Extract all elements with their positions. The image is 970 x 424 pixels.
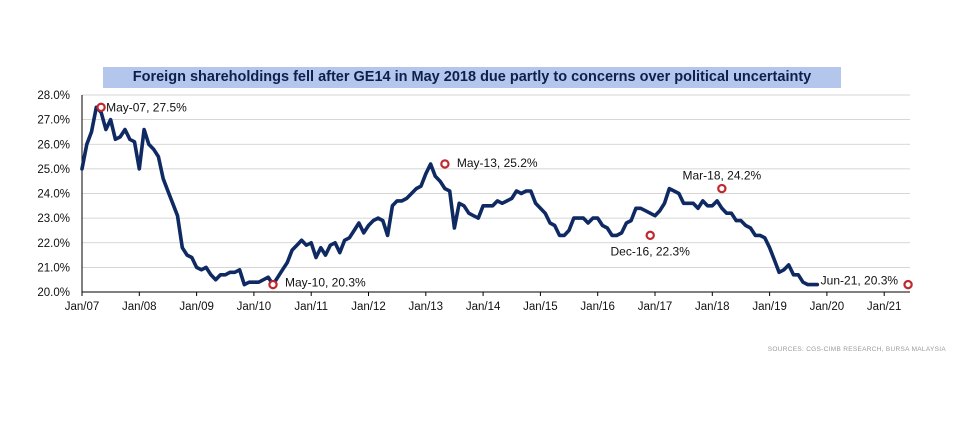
annotation-marker — [903, 279, 913, 290]
annotation-marker — [645, 230, 655, 241]
x-tick-label: Jan/14 — [466, 301, 501, 313]
y-tick-label: 22.0% — [37, 238, 70, 250]
x-tick-label: Jan/12 — [351, 301, 386, 313]
x-tick-label: Jan/07 — [65, 301, 100, 313]
annotation-label: May-07, 27.5% — [106, 100, 187, 114]
x-tick-label: Jan/09 — [179, 301, 214, 313]
y-tick-label: 23.0% — [37, 213, 70, 225]
x-tick-label: Jan/19 — [752, 301, 787, 313]
annotation-label: May-10, 20.3% — [285, 276, 366, 290]
y-tick-label: 24.0% — [37, 189, 70, 201]
chart-title: Foreign shareholdings fell after GE14 in… — [132, 69, 812, 85]
annotation-label: May-13, 25.2% — [457, 156, 538, 170]
y-tick-label: 27.0% — [37, 115, 70, 127]
series-line — [80, 105, 820, 287]
x-tick-label: Jan/13 — [409, 301, 444, 313]
annotation-label: Jun-21, 20.3% — [821, 274, 899, 288]
annotation-label: Dec-16, 22.3% — [611, 244, 691, 258]
x-tick-label: Jan/17 — [638, 301, 673, 313]
y-tick-label: 28.0% — [37, 90, 70, 102]
annotation-label: Mar-18, 24.2% — [682, 169, 761, 183]
x-tick-label: Jan/08 — [122, 301, 157, 313]
x-tick-label: Jan/20 — [810, 301, 845, 313]
x-tick-label: Jan/18 — [695, 301, 730, 313]
y-tick-label: 20.0% — [37, 287, 70, 299]
x-tick-label: Jan/10 — [237, 301, 272, 313]
chart-title-band — [103, 67, 841, 88]
y-tick-label: 25.0% — [37, 164, 70, 176]
x-tick-label: Jan/16 — [580, 301, 615, 313]
chart-source: SOURCES: CGS-CIMB RESEARCH, BURSA MALAYS… — [767, 346, 946, 353]
x-tick-label: Jan/15 — [523, 301, 558, 313]
annotation-marker — [268, 279, 278, 290]
y-tick-label: 26.0% — [37, 139, 70, 151]
y-tick-label: 21.0% — [37, 262, 70, 274]
annotation-marker — [440, 159, 450, 169]
annotation-marker — [717, 183, 727, 194]
annotation-marker — [96, 102, 106, 113]
x-tick-label: Jan/21 — [867, 301, 902, 313]
x-tick-label: Jan/11 — [294, 301, 328, 313]
